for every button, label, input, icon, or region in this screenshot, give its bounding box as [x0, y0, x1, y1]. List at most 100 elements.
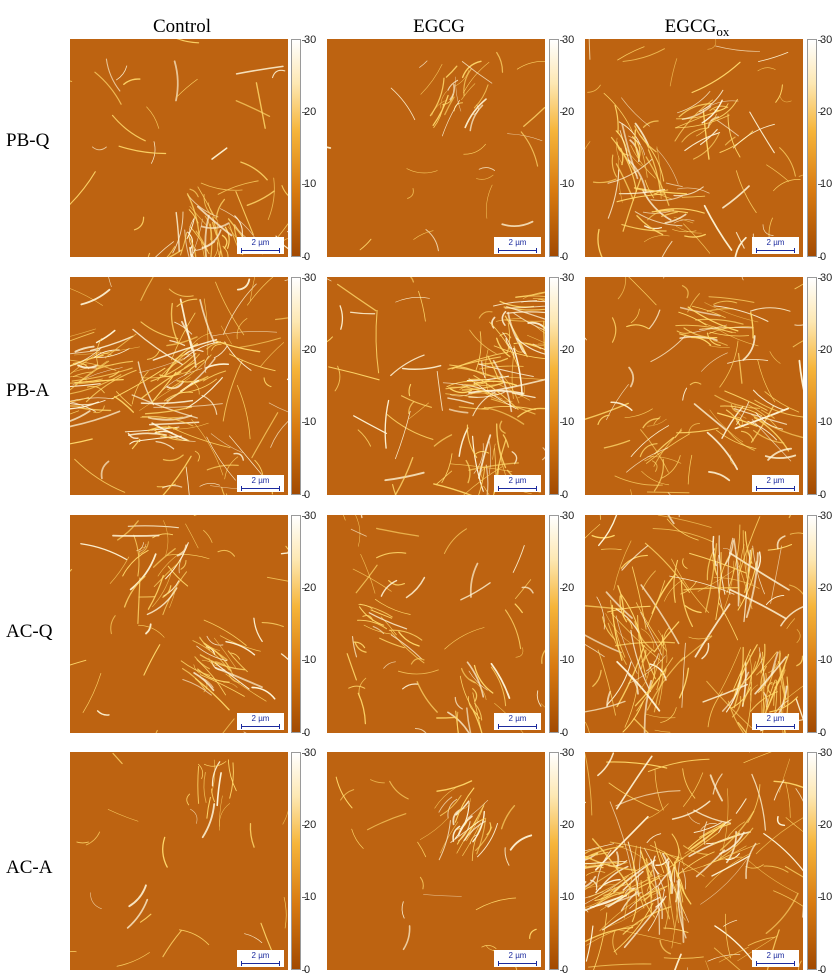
- fibril: [497, 53, 503, 73]
- fibril: [186, 467, 191, 495]
- fibril: [204, 530, 213, 542]
- fibril: [618, 930, 681, 944]
- fibril: [418, 842, 426, 857]
- fibril: [706, 961, 712, 970]
- fibril: [464, 62, 490, 92]
- fibril: [214, 346, 227, 358]
- fibril: [327, 337, 332, 345]
- fibril: [641, 146, 648, 177]
- fibril: [375, 599, 410, 614]
- scale-bar: 2 µm: [752, 475, 799, 492]
- fibril: [212, 148, 227, 159]
- colorbar-tick-label: 20: [562, 819, 574, 831]
- colorbar-tick-label: 0: [820, 489, 826, 501]
- colorbar-tick-label: 30: [304, 747, 316, 759]
- fibril: [81, 544, 127, 560]
- fibril: [137, 436, 181, 441]
- fibril-texture: [585, 277, 803, 495]
- fibril: [351, 529, 366, 536]
- fibril: [773, 179, 800, 190]
- fibril: [169, 289, 193, 296]
- fibril: [215, 341, 259, 352]
- fibril: [214, 719, 234, 733]
- fibril: [276, 305, 288, 319]
- fibril: [632, 567, 646, 629]
- colorbar-tick-label: 0: [304, 251, 310, 263]
- fibril-texture: [70, 752, 288, 970]
- fibril: [220, 636, 260, 652]
- fibril: [439, 797, 452, 812]
- colorbar-tick-label: 20: [562, 106, 574, 118]
- scale-bar-label: 2 µm: [752, 951, 799, 960]
- fibril: [654, 417, 661, 425]
- fibril: [743, 336, 755, 360]
- fibril: [131, 554, 156, 589]
- fibril: [353, 637, 357, 657]
- colorbar-tick-label: 10: [820, 891, 832, 903]
- fibril: [585, 142, 590, 179]
- fibril: [149, 456, 192, 495]
- fibril-texture: [327, 39, 545, 257]
- scale-bar: 2 µm: [752, 950, 799, 967]
- scale-bar-line: [756, 963, 795, 964]
- afm-image-ac-a-3: 2 µm: [585, 752, 803, 970]
- fibril: [261, 923, 272, 951]
- fibril: [585, 754, 592, 815]
- fibril: [163, 521, 168, 556]
- fibril: [514, 349, 522, 396]
- fibril: [771, 546, 782, 604]
- fibril: [688, 455, 692, 484]
- fibril: [645, 226, 662, 229]
- colorbar-tick-label: 30: [562, 272, 574, 284]
- fibril: [91, 336, 133, 350]
- fibril: [108, 809, 138, 821]
- fibril: [352, 829, 364, 848]
- scale-bar-line: [241, 726, 280, 727]
- fibril: [679, 515, 685, 517]
- fibril: [230, 763, 234, 798]
- fibril: [148, 253, 150, 257]
- fibril: [361, 515, 362, 518]
- fibril: [692, 62, 740, 92]
- fibril: [151, 250, 181, 257]
- fibril: [414, 231, 434, 240]
- fibril: [766, 456, 795, 459]
- fibril: [106, 277, 112, 287]
- afm-image-ac-a-1: 2 µm: [70, 752, 288, 970]
- fibril: [434, 435, 451, 446]
- row-label-pb-q: PB-Q: [6, 130, 68, 152]
- fibril: [646, 434, 689, 464]
- colorbar-tick-label: 0: [304, 727, 310, 739]
- fibril: [779, 759, 790, 792]
- fibril: [621, 98, 649, 127]
- fibril: [282, 552, 289, 554]
- colorbar-tick-label: 10: [820, 416, 832, 428]
- afm-image-pb-q-1: 2 µm: [70, 39, 288, 257]
- fibril: [627, 325, 649, 329]
- fibril: [589, 913, 607, 970]
- fibril: [593, 670, 601, 686]
- fibril: [207, 465, 238, 470]
- fibril: [236, 101, 269, 117]
- fibril: [141, 914, 151, 922]
- fibril: [75, 459, 125, 492]
- fibril: [607, 762, 667, 768]
- fibril: [678, 862, 679, 877]
- fibril: [796, 789, 803, 820]
- fibril: [649, 310, 659, 328]
- fibril: [644, 236, 669, 242]
- fibril: [123, 550, 148, 576]
- fibril: [190, 189, 198, 197]
- fibril: [585, 701, 625, 714]
- fibril: [739, 354, 742, 384]
- fibril: [224, 682, 238, 687]
- scale-bar-label: 2 µm: [494, 238, 541, 247]
- fibril: [198, 187, 213, 214]
- fibril: [327, 515, 345, 520]
- fibril: [175, 61, 178, 100]
- colorbar-tick-label: 30: [820, 747, 832, 759]
- fibril: [786, 782, 791, 818]
- fibril: [778, 817, 785, 826]
